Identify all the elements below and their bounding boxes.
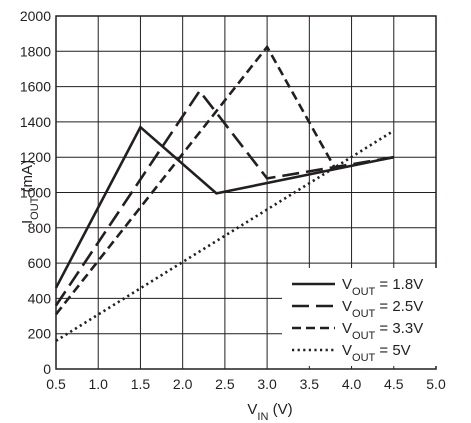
x-tick-label: 4.5 (384, 376, 404, 392)
y-tick-label: 1200 (20, 149, 51, 165)
y-tick-label: 2000 (20, 8, 51, 24)
x-tick-label: 1.0 (88, 376, 108, 392)
legend-label-2-5v: VOUT = 2.5V (342, 298, 423, 320)
legend-label-1-8v: VOUT = 1.8V (342, 276, 423, 298)
x-tick-label: 1.5 (131, 376, 151, 392)
legend-label-5v: VOUT = 5V (342, 342, 411, 364)
y-tick-labels: 0 200 400 600 800 1000 1200 1400 1600 1800 2000 (20, 8, 51, 377)
y-tick-label: 1400 (20, 114, 51, 130)
x-axis-label-sub: IN (257, 411, 268, 423)
y-tick-label: 1000 (20, 185, 51, 201)
plot-frame (55, 15, 437, 370)
series-line-2-5v (54, 88, 395, 307)
y-axis-label-main: I (19, 220, 36, 224)
y-tick-label: 600 (28, 255, 52, 271)
x-tick-label: 3.0 (257, 376, 277, 392)
y-tick-label: 1800 (20, 43, 51, 59)
x-axis-label: VIN (V) (247, 401, 292, 423)
y-tick-label: 200 (28, 326, 52, 342)
y-tick-label: 0 (43, 361, 51, 377)
y-axis-label: IOUT (mA) (19, 160, 41, 224)
x-tick-label: 2.0 (173, 376, 193, 392)
x-tick-label: 0.5 (46, 376, 66, 392)
x-tick-label: 2.5 (215, 376, 235, 392)
y-tick-label: 1600 (20, 79, 51, 95)
series-line-3-3v (54, 44, 336, 316)
x-tick-label: 5.0 (426, 376, 446, 392)
legend-label-3-3v: VOUT = 3.3V (342, 320, 423, 342)
x-axis-label-main: V (247, 401, 257, 418)
x-axis-label-unit: (V) (268, 401, 292, 418)
x-tick-label: 3.5 (300, 376, 320, 392)
series-group (54, 44, 395, 342)
y-tick-label: 800 (28, 220, 52, 236)
x-tick-labels: 0.5 1.0 1.5 2.0 2.5 3.0 3.5 4.0 4.5 5.0 (46, 376, 446, 392)
y-axis-label-sub: OUT (29, 196, 41, 220)
y-tick-label: 400 (28, 290, 52, 306)
y-axis-label-unit: (mA) (19, 160, 36, 197)
x-tick-label: 4.0 (342, 376, 362, 392)
series-line-5v (55, 129, 395, 342)
legend: VOUT = 1.8V VOUT = 2.5V VOUT = 3.3V VOUT… (282, 268, 438, 366)
